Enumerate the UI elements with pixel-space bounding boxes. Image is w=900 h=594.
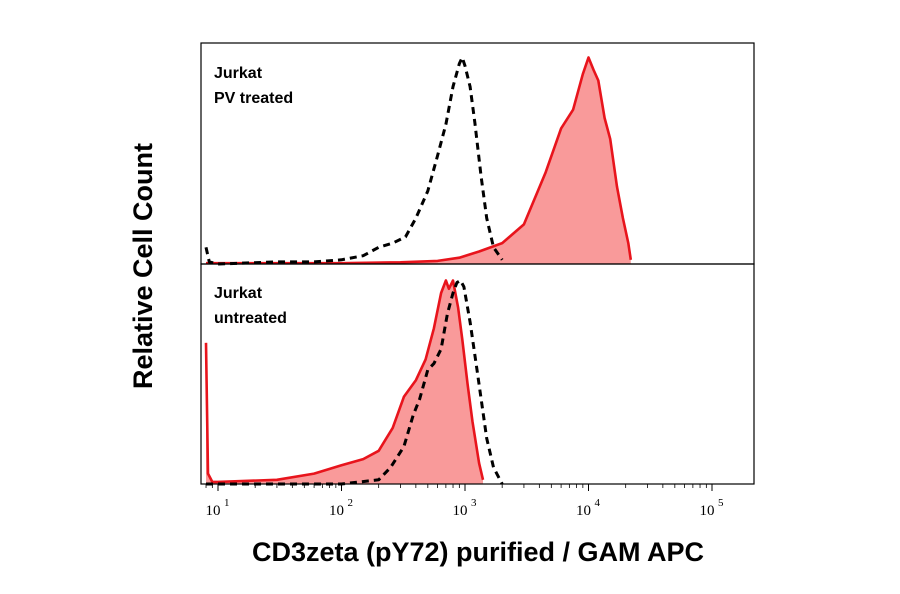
x-tick-exponent: 5 xyxy=(718,497,724,509)
x-tick-exponent: 1 xyxy=(224,497,230,509)
panel-pv-treated: Jurkat PV treated xyxy=(204,56,633,266)
control-histogram-dashed-line xyxy=(206,279,504,486)
panel-pv-treated-series xyxy=(204,56,633,266)
x-tick-label: 10 xyxy=(700,503,715,519)
x-tick-label: 10 xyxy=(453,503,468,519)
panel-label-line-1: Jurkat xyxy=(214,65,263,82)
x-tick-label: 10 xyxy=(329,503,344,519)
panel-label-line-1: Jurkat xyxy=(214,285,263,302)
panel-untreated-frame xyxy=(200,263,755,485)
x-axis-title: CD3zeta (pY72) purified / GAM APC xyxy=(252,537,704,567)
y-axis-title: Relative Cell Count xyxy=(128,143,158,389)
panel-label-line-2: untreated xyxy=(214,310,287,327)
panel-untreated-series xyxy=(204,279,504,486)
panel-untreated: Jurkat untreated xyxy=(204,279,504,486)
control-histogram-dashed-line xyxy=(204,56,504,266)
stained-histogram-fill xyxy=(206,280,483,484)
x-axis-ticks: 10 1 10 2 10 3 10 4 10 5 xyxy=(206,484,724,519)
panel-label-line-2: PV treated xyxy=(214,90,293,107)
x-tick-label: 10 xyxy=(576,503,591,519)
stained-histogram-line xyxy=(204,279,485,484)
x-tick-exponent: 4 xyxy=(595,497,601,509)
x-tick-label: 10 xyxy=(206,503,221,519)
stained-histogram-fill xyxy=(206,57,631,264)
stained-histogram-line xyxy=(206,56,633,265)
panel-pv-treated-frame xyxy=(200,42,755,265)
x-tick-exponent: 2 xyxy=(348,497,354,509)
x-tick-exponent: 3 xyxy=(471,497,477,509)
